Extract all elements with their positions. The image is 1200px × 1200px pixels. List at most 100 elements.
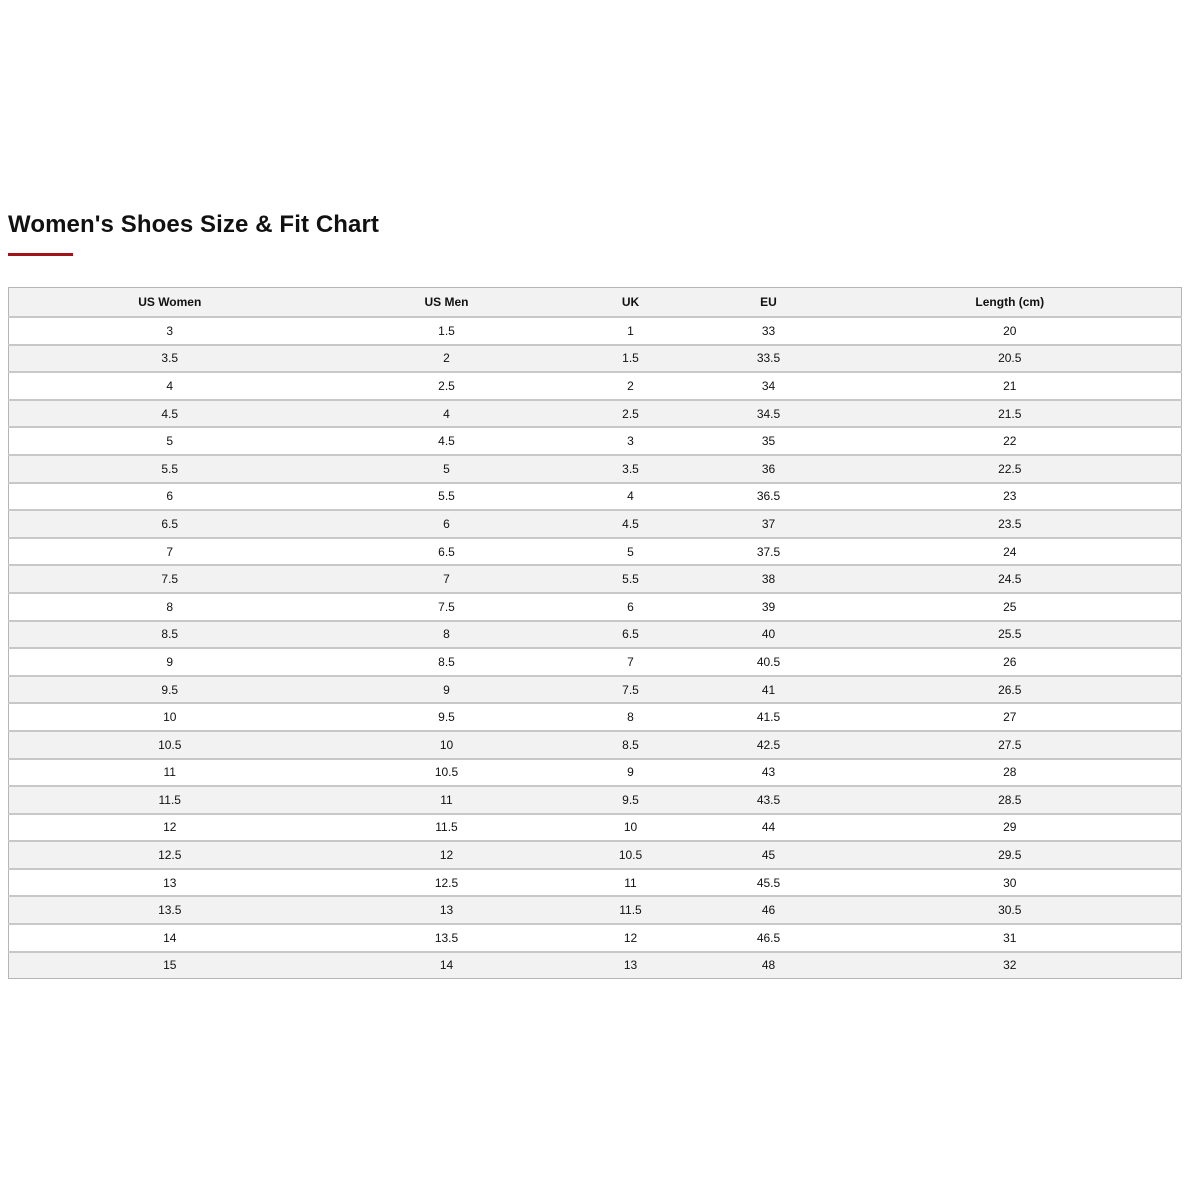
cell-us-women: 4: [8, 372, 331, 401]
cell-eu: 42.5: [698, 730, 839, 760]
table-row: 5 4.5 3 35 22: [8, 427, 1182, 456]
cell-us-women: 10: [8, 703, 331, 732]
cell-us-women: 5: [8, 427, 331, 456]
cell-us-women: 15: [8, 951, 331, 980]
cell-us-men: 13.5: [330, 924, 563, 953]
cell-eu: 36.5: [698, 482, 839, 512]
cell-us-men: 5: [330, 454, 563, 484]
title-underline: [8, 253, 73, 256]
cell-us-women: 7.5: [8, 565, 331, 594]
cell-length-cm: 29.5: [838, 841, 1182, 870]
cell-eu: 35: [698, 427, 839, 456]
cell-eu: 34.5: [698, 399, 839, 429]
cell-uk: 10.5: [562, 841, 699, 870]
cell-us-women: 7: [8, 537, 331, 567]
cell-uk: 7.5: [562, 675, 699, 705]
cell-eu: 36: [698, 454, 839, 484]
table-row: 11.5 11 9.5 43.5 28.5: [8, 786, 1182, 815]
cell-us-men: 7: [330, 565, 563, 594]
cell-us-women: 10.5: [8, 730, 331, 760]
cell-us-women: 11: [8, 758, 331, 788]
table-row: 7.5 7 5.5 38 24.5: [8, 565, 1182, 594]
cell-length-cm: 20.5: [838, 344, 1182, 374]
cell-length-cm: 26.5: [838, 675, 1182, 705]
table-row: 3.5 2 1.5 33.5 20.5: [8, 344, 1182, 374]
cell-us-women: 8.5: [8, 620, 331, 650]
table-row: 4 2.5 2 34 21: [8, 372, 1182, 401]
cell-us-men: 6: [330, 510, 563, 539]
column-header-eu: EU: [698, 287, 839, 318]
cell-eu: 44: [698, 813, 839, 843]
table-row: 13 12.5 11 45.5 30: [8, 868, 1182, 898]
table-header-row: US Women US Men UK EU Length (cm): [8, 287, 1182, 318]
cell-length-cm: 23.5: [838, 510, 1182, 539]
cell-us-women: 11.5: [8, 786, 331, 815]
cell-length-cm: 22.5: [838, 454, 1182, 484]
page-title: Women's Shoes Size & Fit Chart: [8, 211, 379, 238]
cell-us-men: 13: [330, 896, 563, 926]
cell-us-women: 12: [8, 813, 331, 843]
table-row: 11 10.5 9 43 28: [8, 758, 1182, 788]
table-row: 7 6.5 5 37.5 24: [8, 537, 1182, 567]
cell-eu: 41: [698, 675, 839, 705]
table-body: 3 1.5 1 33 20 3.5 2 1.5 33.5 20.5 4 2.5 2 34 21 4.5 4 2.5…: [8, 317, 1182, 980]
cell-us-men: 2.5: [330, 372, 563, 401]
cell-eu: 43.5: [698, 786, 839, 815]
table-row: 12.5 12 10.5 45 29.5: [8, 841, 1182, 870]
cell-us-men: 14: [330, 951, 563, 980]
cell-length-cm: 20: [838, 317, 1182, 346]
table-row: 10.5 10 8.5 42.5 27.5: [8, 730, 1182, 760]
cell-eu: 34: [698, 372, 839, 401]
cell-length-cm: 27: [838, 703, 1182, 732]
cell-uk: 6: [562, 592, 699, 622]
cell-us-men: 10: [330, 730, 563, 760]
size-chart-table: US Women US Men UK EU Length (cm) 3 1.5 1 33 20 3…: [8, 287, 1182, 980]
cell-eu: 46: [698, 896, 839, 926]
cell-uk: 9.5: [562, 786, 699, 815]
cell-us-women: 12.5: [8, 841, 331, 870]
cell-us-men: 7.5: [330, 592, 563, 622]
cell-us-women: 8: [8, 592, 331, 622]
cell-eu: 41.5: [698, 703, 839, 732]
cell-us-women: 3.5: [8, 344, 331, 374]
cell-us-men: 6.5: [330, 537, 563, 567]
cell-eu: 37: [698, 510, 839, 539]
table-row: 13.5 13 11.5 46 30.5: [8, 896, 1182, 926]
cell-length-cm: 28.5: [838, 786, 1182, 815]
cell-uk: 3.5: [562, 454, 699, 484]
cell-eu: 37.5: [698, 537, 839, 567]
cell-us-men: 8.5: [330, 648, 563, 677]
cell-uk: 9: [562, 758, 699, 788]
cell-us-women: 14: [8, 924, 331, 953]
cell-uk: 4.5: [562, 510, 699, 539]
cell-uk: 8.5: [562, 730, 699, 760]
cell-us-men: 11.5: [330, 813, 563, 843]
cell-us-men: 9: [330, 675, 563, 705]
cell-length-cm: 25: [838, 592, 1182, 622]
cell-length-cm: 22: [838, 427, 1182, 456]
cell-us-men: 10.5: [330, 758, 563, 788]
cell-uk: 2.5: [562, 399, 699, 429]
table-row: 6.5 6 4.5 37 23.5: [8, 510, 1182, 539]
cell-eu: 39: [698, 592, 839, 622]
cell-uk: 2: [562, 372, 699, 401]
cell-us-women: 5.5: [8, 454, 331, 484]
cell-eu: 33: [698, 317, 839, 346]
cell-uk: 6.5: [562, 620, 699, 650]
cell-length-cm: 26: [838, 648, 1182, 677]
cell-uk: 12: [562, 924, 699, 953]
cell-length-cm: 29: [838, 813, 1182, 843]
table-row: 15 14 13 48 32: [8, 951, 1182, 980]
cell-length-cm: 32: [838, 951, 1182, 980]
cell-length-cm: 27.5: [838, 730, 1182, 760]
cell-us-women: 9.5: [8, 675, 331, 705]
cell-eu: 48: [698, 951, 839, 980]
cell-length-cm: 28: [838, 758, 1182, 788]
cell-eu: 40.5: [698, 648, 839, 677]
table-row: 6 5.5 4 36.5 23: [8, 482, 1182, 512]
cell-length-cm: 23: [838, 482, 1182, 512]
cell-length-cm: 24.5: [838, 565, 1182, 594]
table-row: 10 9.5 8 41.5 27: [8, 703, 1182, 732]
cell-uk: 13: [562, 951, 699, 980]
cell-uk: 11.5: [562, 896, 699, 926]
